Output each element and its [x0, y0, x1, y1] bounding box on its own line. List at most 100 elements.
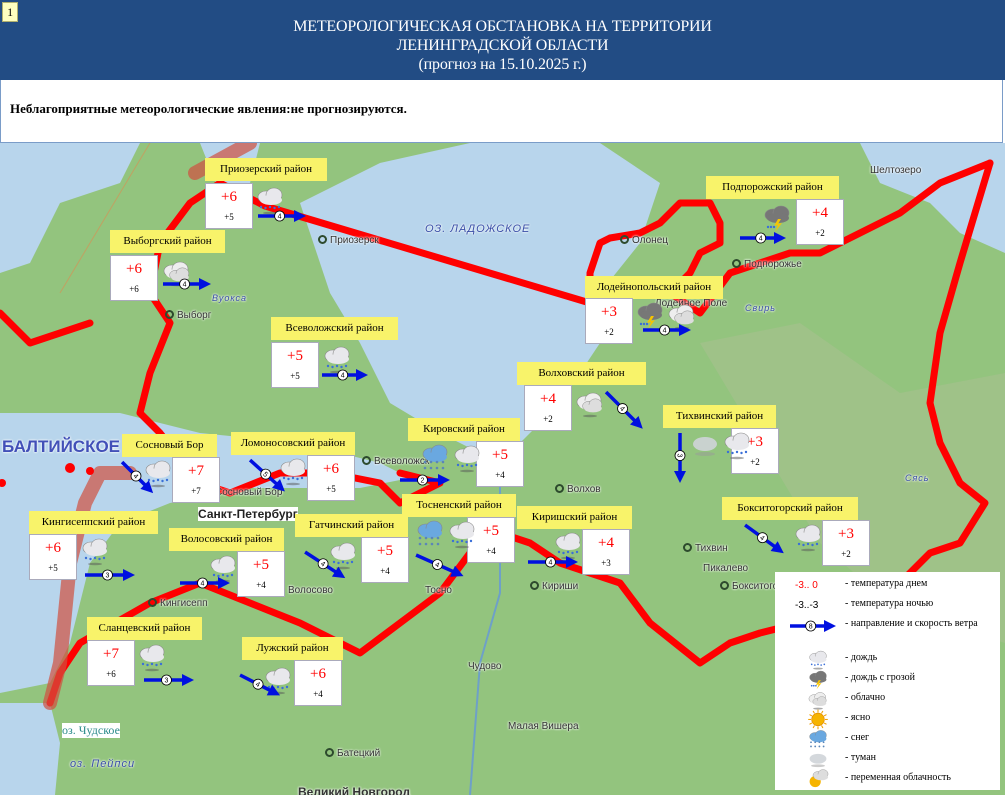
legend-fog-icon [808, 749, 829, 772]
city-vsevolozhsk: Всеволожск [362, 456, 429, 467]
wind-arrow-icon: 3 [85, 568, 135, 582]
weather-icons [143, 458, 173, 493]
day-temperature: +4 [812, 205, 828, 221]
night-temperature: +5 [326, 484, 336, 494]
weather-icons [208, 553, 238, 588]
temperature-box: +4 +2 [796, 199, 844, 245]
night-temperature: +4 [256, 580, 266, 590]
temperature-box: +3 +2 [585, 298, 633, 344]
wind-arrow-icon: 4 [258, 209, 306, 223]
river-syas: Сясь [905, 473, 930, 483]
wind-speed: 5 [261, 471, 269, 479]
temperature-box: +5 +4 [476, 441, 524, 487]
wind-speed: 4 [254, 681, 261, 689]
temperature-box: +6 +4 [294, 660, 342, 706]
wind-arrow-icon: 4 [322, 368, 368, 382]
district-name: Сланцевский район [87, 617, 202, 640]
wind-speed: 4 [759, 236, 763, 243]
forecast-date: (прогноз на 15.10.2025 г.) [418, 56, 587, 73]
wind-arrow-icon: 4 [413, 549, 466, 583]
night-temperature: +5 [290, 371, 300, 381]
weather-icons [278, 456, 308, 491]
temperature-box: +6 +5 [307, 455, 355, 501]
header-banner: 1 МЕТЕОРОЛОГИЧЕСКАЯ ОБСТАНОВКА НА ТЕРРИТ… [0, 0, 1005, 80]
district-name: Приозерский район [205, 158, 327, 181]
legend-label: - снег [845, 732, 870, 743]
district-name: Бокситогорский район [722, 497, 858, 520]
day-temperature: +3 [601, 304, 617, 320]
legend-day-sample: -3.. 0 [795, 580, 818, 591]
city-vyborg: Выборг [165, 310, 211, 321]
cloudy-icon [667, 300, 697, 335]
city-saint-petersburg: Санкт-Петербург [198, 507, 298, 521]
lake-peipus [0, 703, 60, 795]
night-temperature: +6 [129, 284, 139, 294]
city-priozersk: Приозерск [318, 235, 379, 246]
rain-icon [793, 522, 823, 557]
wind-speed: 4 [618, 405, 626, 413]
weather-icons [420, 443, 482, 478]
wind-speed: 3 [676, 454, 683, 458]
city-olonets: Олонец [620, 235, 668, 246]
district-name: Волховский район [517, 362, 646, 385]
district-name: Выборгский район [110, 230, 225, 253]
rain-icon [328, 540, 358, 575]
weather-icons [690, 430, 752, 465]
rain-icon [722, 430, 752, 465]
legend-label: - температура ночью [845, 598, 934, 609]
day-temperature: +4 [598, 535, 614, 551]
temperature-box: +3 +2 [822, 520, 870, 566]
wind-speed: 4 [341, 373, 345, 380]
night-temperature: +2 [815, 228, 825, 238]
city-boksitogorsk: Бокситогорск [720, 581, 793, 592]
night-temperature: +4 [313, 689, 323, 699]
rain-icon [80, 536, 110, 571]
day-temperature: +6 [310, 666, 326, 682]
rain-icon [263, 665, 293, 700]
thunder-icon [762, 203, 792, 238]
map: БАЛТИЙСКОЕ ОЗ. ЛАДОЖСКОЕ оз. Чудское оз.… [0, 143, 1005, 795]
fog-icon [690, 430, 720, 465]
city-volkhov: Волхов [555, 484, 601, 495]
rain-icon [322, 344, 352, 379]
weather-icons [553, 530, 583, 565]
weather-icons [328, 540, 358, 575]
temperature-box: +6 +5 [29, 534, 77, 580]
day-temperature: +7 [188, 463, 204, 479]
temperature-box: +5 +4 [237, 551, 285, 597]
legend-wind-arrow-icon: 8 [790, 619, 836, 636]
wind-speed: 4 [663, 328, 667, 335]
wind-arrow-icon: 5 [245, 455, 289, 497]
rain-icon [143, 458, 173, 493]
city-sheltozero: Шелтозеро [870, 165, 922, 176]
night-temperature: +4 [486, 546, 496, 556]
district-name: Тихвинский район [663, 405, 776, 428]
city-chudovo: Чудово [468, 661, 502, 672]
day-temperature: +6 [323, 461, 339, 477]
wind-arrow-icon: 4 [237, 669, 283, 702]
district-name: Лужский район [242, 637, 343, 660]
wind-speed: 4 [278, 214, 282, 221]
city-veliky-novgorod: Великий Новгород [298, 785, 411, 795]
weather-icons [415, 519, 477, 554]
rain-icon [447, 519, 477, 554]
cloudy-icon [575, 388, 605, 423]
night-temperature: +3 [601, 558, 611, 568]
legend-sun-icon [808, 709, 829, 732]
day-temperature: +5 [287, 348, 303, 364]
night-temperature: +4 [380, 566, 390, 576]
wind-speed: 4 [183, 282, 187, 289]
title-line-2: ЛЕНИНГРАДСКОЙ ОБЛАСТИ [396, 37, 609, 54]
wind-arrow-icon: 4 [643, 323, 691, 337]
district-name: Киришский район [517, 506, 632, 529]
district-name: Сосновый Бор [122, 434, 217, 457]
hazard-notice-text: Неблагоприятные метеорологические явлени… [10, 101, 407, 116]
temperature-box: +4 +3 [582, 529, 630, 575]
rain-icon [255, 185, 285, 220]
wind-speed: 3 [106, 573, 110, 580]
map-background [0, 143, 1005, 795]
legend-snow-icon [808, 729, 829, 752]
city-kingisepp: Кингисепп [148, 598, 208, 609]
legend-label: - дождь [845, 652, 878, 663]
wind-arrow-icon: 4 [301, 546, 349, 584]
